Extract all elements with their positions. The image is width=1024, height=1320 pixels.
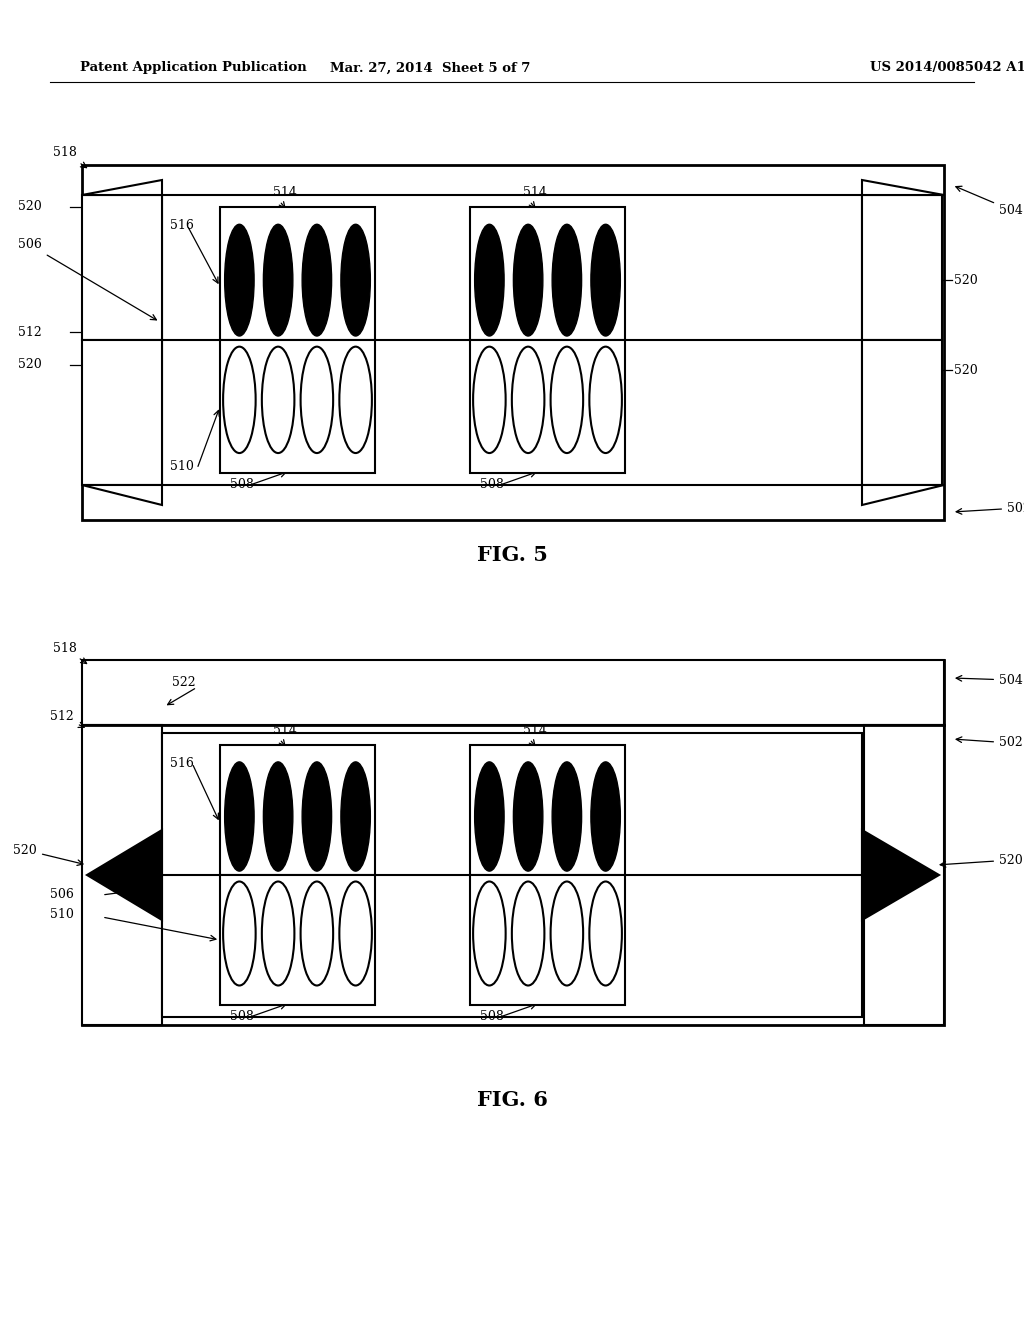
Text: 508: 508 [230, 478, 254, 491]
Text: 508: 508 [480, 478, 504, 491]
Ellipse shape [552, 762, 582, 871]
Ellipse shape [590, 882, 622, 986]
Text: 520: 520 [18, 359, 42, 371]
Bar [82, 660, 944, 1026]
Bar [82, 165, 944, 520]
Text: 508: 508 [480, 1010, 504, 1023]
Text: 504: 504 [956, 673, 1023, 686]
Polygon shape [862, 484, 944, 506]
Text: 510: 510 [170, 459, 194, 473]
Ellipse shape [591, 224, 621, 337]
Text: 502: 502 [956, 737, 1023, 750]
Bar [82, 725, 162, 1026]
Text: 520: 520 [954, 363, 978, 376]
Text: 520: 520 [13, 843, 83, 866]
Ellipse shape [552, 224, 582, 337]
Text: Patent Application Publication: Patent Application Publication [80, 62, 307, 74]
Text: 512: 512 [50, 710, 84, 727]
Bar [470, 744, 625, 875]
Ellipse shape [513, 762, 543, 871]
Ellipse shape [591, 762, 621, 871]
Text: 504: 504 [955, 186, 1023, 216]
Ellipse shape [263, 224, 293, 337]
Ellipse shape [473, 347, 506, 453]
Ellipse shape [224, 762, 254, 871]
Bar [470, 341, 625, 473]
Ellipse shape [551, 882, 583, 986]
Ellipse shape [224, 224, 254, 337]
Ellipse shape [512, 347, 545, 453]
Ellipse shape [551, 347, 583, 453]
Text: 514: 514 [272, 186, 296, 199]
Ellipse shape [262, 882, 295, 986]
Bar [82, 660, 944, 725]
Polygon shape [87, 830, 162, 920]
Text: 520: 520 [954, 273, 978, 286]
Text: 516: 516 [170, 219, 194, 232]
Text: 506: 506 [50, 888, 74, 902]
Ellipse shape [263, 762, 293, 871]
Text: Mar. 27, 2014  Sheet 5 of 7: Mar. 27, 2014 Sheet 5 of 7 [330, 62, 530, 74]
Bar [862, 195, 942, 341]
Text: 506: 506 [18, 239, 157, 319]
Ellipse shape [341, 224, 371, 337]
Bar [862, 341, 942, 484]
Ellipse shape [262, 347, 295, 453]
Ellipse shape [513, 224, 543, 337]
Bar [470, 875, 625, 1005]
Ellipse shape [341, 762, 371, 871]
Bar [220, 875, 375, 1005]
Ellipse shape [339, 347, 372, 453]
Text: 514: 514 [522, 723, 547, 737]
Text: 520: 520 [940, 854, 1023, 867]
Ellipse shape [302, 224, 332, 337]
Text: 514: 514 [522, 186, 547, 199]
Bar [864, 725, 944, 1026]
Ellipse shape [475, 224, 504, 337]
Ellipse shape [339, 882, 372, 986]
Bar [220, 207, 375, 341]
Text: 516: 516 [170, 756, 194, 770]
Bar [82, 341, 162, 484]
Ellipse shape [302, 762, 332, 871]
Ellipse shape [223, 347, 256, 453]
Ellipse shape [473, 882, 506, 986]
Polygon shape [82, 180, 162, 195]
Text: 522: 522 [172, 676, 196, 689]
Ellipse shape [590, 347, 622, 453]
Bar [470, 207, 625, 341]
Ellipse shape [512, 882, 545, 986]
Text: 514: 514 [272, 723, 296, 737]
Ellipse shape [223, 882, 256, 986]
Text: FIG. 5: FIG. 5 [476, 545, 548, 565]
Text: 512: 512 [18, 326, 42, 338]
Polygon shape [82, 484, 162, 506]
Text: 520: 520 [18, 201, 42, 214]
Text: 518: 518 [53, 642, 87, 664]
Ellipse shape [301, 882, 333, 986]
Bar [220, 341, 375, 473]
Bar [82, 195, 162, 341]
Ellipse shape [475, 762, 504, 871]
Text: 502: 502 [956, 502, 1024, 515]
Text: 518: 518 [53, 147, 87, 168]
Text: 510: 510 [50, 908, 74, 921]
Polygon shape [862, 830, 939, 920]
Bar [220, 744, 375, 875]
Bar [162, 195, 862, 484]
Polygon shape [862, 180, 944, 195]
Ellipse shape [301, 347, 333, 453]
Text: FIG. 6: FIG. 6 [476, 1090, 548, 1110]
Text: US 2014/0085042 A1: US 2014/0085042 A1 [870, 62, 1024, 74]
Text: 508: 508 [230, 1010, 254, 1023]
Bar [162, 733, 862, 1016]
